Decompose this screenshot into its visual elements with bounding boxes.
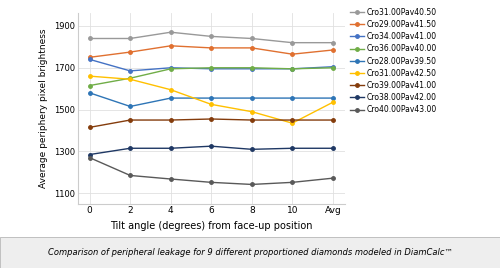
Cro28.00Pav39.50: [330, 96, 336, 100]
Cro40.00Pav43.00: [208, 181, 214, 184]
Cro34.00Pav41.00: [249, 67, 255, 70]
Y-axis label: Average periphery pixel brightness: Average periphery pixel brightness: [39, 29, 48, 188]
Line: Cro29.00Pav41.50: Cro29.00Pav41.50: [88, 44, 334, 59]
Cro31.00Pav40.50: [127, 37, 133, 40]
Cro40.00Pav43.00: [330, 177, 336, 180]
Cro38.00Pav42.00: [127, 147, 133, 150]
Cro29.00Pav41.50: [208, 46, 214, 50]
Cro39.00Pav41.00: [290, 118, 296, 122]
Line: Cro34.00Pav41.00: Cro34.00Pav41.00: [88, 58, 334, 73]
Cro28.00Pav39.50: [249, 96, 255, 100]
Line: Cro31.00Pav40.50: Cro31.00Pav40.50: [88, 31, 334, 44]
Cro29.00Pav41.50: [168, 44, 173, 47]
Cro29.00Pav41.50: [127, 50, 133, 54]
Cro31.00Pav40.50: [330, 41, 336, 44]
Cro29.00Pav41.50: [330, 49, 336, 52]
Cro29.00Pav41.50: [290, 53, 296, 56]
Cro34.00Pav41.00: [168, 66, 173, 69]
Cro31.00Pav42.50: [127, 78, 133, 81]
Cro38.00Pav42.00: [86, 153, 92, 156]
Cro34.00Pav41.00: [290, 67, 296, 70]
Line: Cro36.00Pav40.00: Cro36.00Pav40.00: [88, 66, 334, 87]
Cro39.00Pav41.00: [168, 118, 173, 122]
Cro28.00Pav39.50: [168, 96, 173, 100]
Cro31.00Pav40.50: [249, 37, 255, 40]
Cro31.00Pav40.50: [290, 41, 296, 44]
Cro36.00Pav40.00: [208, 66, 214, 69]
Text: Comparison of peripheral leakage for 9 different proportioned diamonds modeled i: Comparison of peripheral leakage for 9 d…: [48, 248, 452, 257]
Cro31.00Pav40.50: [86, 37, 92, 40]
Cro31.00Pav42.50: [168, 88, 173, 91]
Cro31.00Pav42.50: [86, 75, 92, 78]
Cro29.00Pav41.50: [249, 46, 255, 50]
Cro31.00Pav42.50: [290, 122, 296, 125]
Cro36.00Pav40.00: [330, 66, 336, 69]
X-axis label: Tilt angle (degrees) from face-up position: Tilt angle (degrees) from face-up positi…: [110, 221, 312, 231]
Cro31.00Pav42.50: [330, 101, 336, 104]
Cro31.00Pav42.50: [208, 103, 214, 106]
Cro36.00Pav40.00: [290, 67, 296, 70]
Cro39.00Pav41.00: [208, 117, 214, 121]
Cro31.00Pav42.50: [249, 110, 255, 113]
Cro38.00Pav42.00: [330, 147, 336, 150]
Cro38.00Pav42.00: [249, 148, 255, 151]
Cro36.00Pav40.00: [168, 67, 173, 70]
Legend: Cro31.00Pav40.50, Cro29.00Pav41.50, Cro34.00Pav41.00, Cro36.00Pav40.00, Cro28.00: Cro31.00Pav40.50, Cro29.00Pav41.50, Cro3…: [350, 8, 436, 114]
Line: Cro28.00Pav39.50: Cro28.00Pav39.50: [88, 91, 334, 108]
Line: Cro40.00Pav43.00: Cro40.00Pav43.00: [88, 156, 334, 186]
Cro40.00Pav43.00: [290, 181, 296, 184]
Cro38.00Pav42.00: [290, 147, 296, 150]
Cro39.00Pav41.00: [127, 118, 133, 122]
Line: Cro39.00Pav41.00: Cro39.00Pav41.00: [88, 117, 334, 129]
Line: Cro31.00Pav42.50: Cro31.00Pav42.50: [88, 75, 334, 125]
Line: Cro38.00Pav42.00: Cro38.00Pav42.00: [88, 144, 334, 156]
Cro36.00Pav40.00: [127, 77, 133, 80]
Cro34.00Pav41.00: [208, 67, 214, 70]
Cro39.00Pav41.00: [249, 118, 255, 122]
Cro31.00Pav40.50: [208, 35, 214, 38]
Cro34.00Pav41.00: [330, 65, 336, 68]
Cro28.00Pav39.50: [86, 91, 92, 94]
Cro39.00Pav41.00: [86, 126, 92, 129]
Cro38.00Pav42.00: [208, 144, 214, 148]
Cro34.00Pav41.00: [127, 69, 133, 73]
Cro40.00Pav43.00: [249, 183, 255, 186]
Cro28.00Pav39.50: [290, 96, 296, 100]
Cro40.00Pav43.00: [127, 174, 133, 177]
Cro40.00Pav43.00: [168, 177, 173, 181]
Cro36.00Pav40.00: [86, 84, 92, 87]
Cro28.00Pav39.50: [208, 96, 214, 100]
Cro39.00Pav41.00: [330, 118, 336, 122]
Cro34.00Pav41.00: [86, 58, 92, 61]
Cro29.00Pav41.50: [86, 56, 92, 59]
Cro31.00Pav40.50: [168, 31, 173, 34]
Cro40.00Pav43.00: [86, 156, 92, 159]
Cro38.00Pav42.00: [168, 147, 173, 150]
Cro36.00Pav40.00: [249, 66, 255, 69]
Cro28.00Pav39.50: [127, 105, 133, 108]
